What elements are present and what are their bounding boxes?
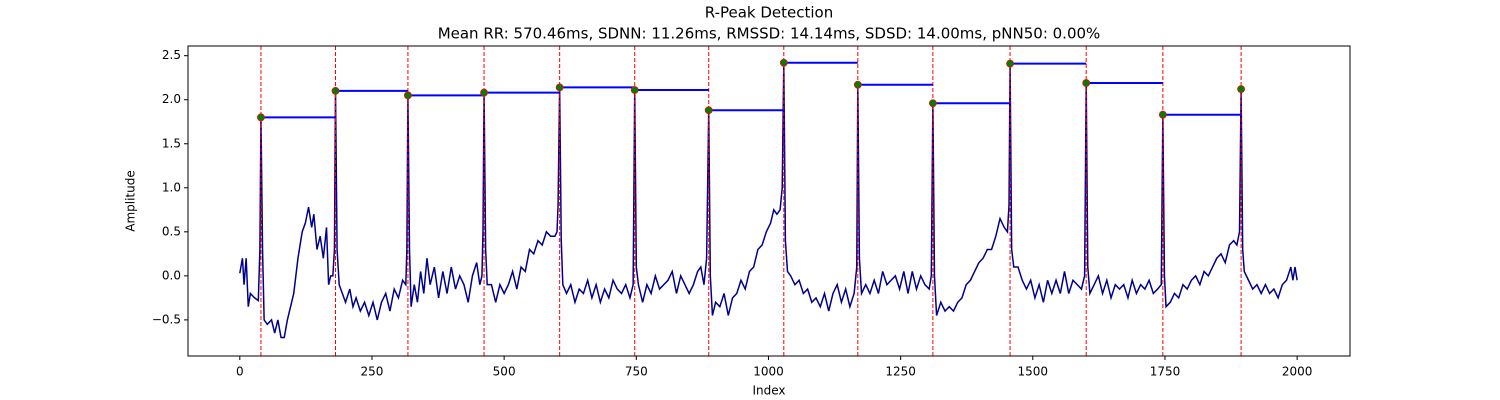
peak-marker bbox=[853, 80, 862, 89]
peak-marker bbox=[404, 91, 412, 100]
y-tick-label: −0.5 bbox=[152, 312, 181, 326]
chart-title: R-Peak Detection bbox=[705, 4, 833, 22]
x-tick-label: 1500 bbox=[1018, 365, 1049, 379]
peak-marker bbox=[704, 106, 713, 115]
peak-marker bbox=[1158, 110, 1167, 119]
peak-marker bbox=[1006, 59, 1014, 68]
x-tick-label: 750 bbox=[625, 365, 648, 379]
peak-marker bbox=[480, 88, 488, 97]
peak-marker bbox=[1082, 79, 1091, 87]
peak-marker bbox=[331, 87, 340, 95]
x-tick-label: 1000 bbox=[753, 365, 784, 379]
x-tick-label: 1250 bbox=[885, 365, 916, 379]
peak-marker bbox=[928, 99, 937, 108]
peak-marker bbox=[779, 58, 788, 67]
y-tick-label: 1.5 bbox=[162, 136, 181, 150]
peak-marker bbox=[630, 86, 639, 94]
x-axis-label: Index bbox=[752, 384, 785, 398]
y-tick-label: 0.0 bbox=[162, 268, 181, 282]
plot-frame bbox=[187, 45, 1351, 357]
x-tick-label: 500 bbox=[493, 365, 516, 379]
chart-subtitle: Mean RR: 570.46ms, SDNN: 11.26ms, RMSSD:… bbox=[438, 25, 1101, 43]
y-tick-label: 0.5 bbox=[162, 224, 181, 238]
signal-line bbox=[239, 62, 1298, 339]
y-tick-label: 1.0 bbox=[162, 180, 181, 194]
x-tick-label: 1750 bbox=[1150, 365, 1181, 379]
y-tick-label: 2.0 bbox=[162, 92, 181, 106]
y-tick-label: 2.5 bbox=[162, 48, 181, 62]
peak-marker bbox=[555, 83, 564, 92]
x-tick-label: 250 bbox=[361, 365, 384, 379]
peak-marker bbox=[257, 113, 265, 122]
peak-marker bbox=[1237, 85, 1245, 94]
x-tick-label: 2000 bbox=[1282, 365, 1313, 379]
y-axis-label: Amplitude bbox=[124, 170, 138, 232]
x-tick-label: 0 bbox=[236, 365, 244, 379]
